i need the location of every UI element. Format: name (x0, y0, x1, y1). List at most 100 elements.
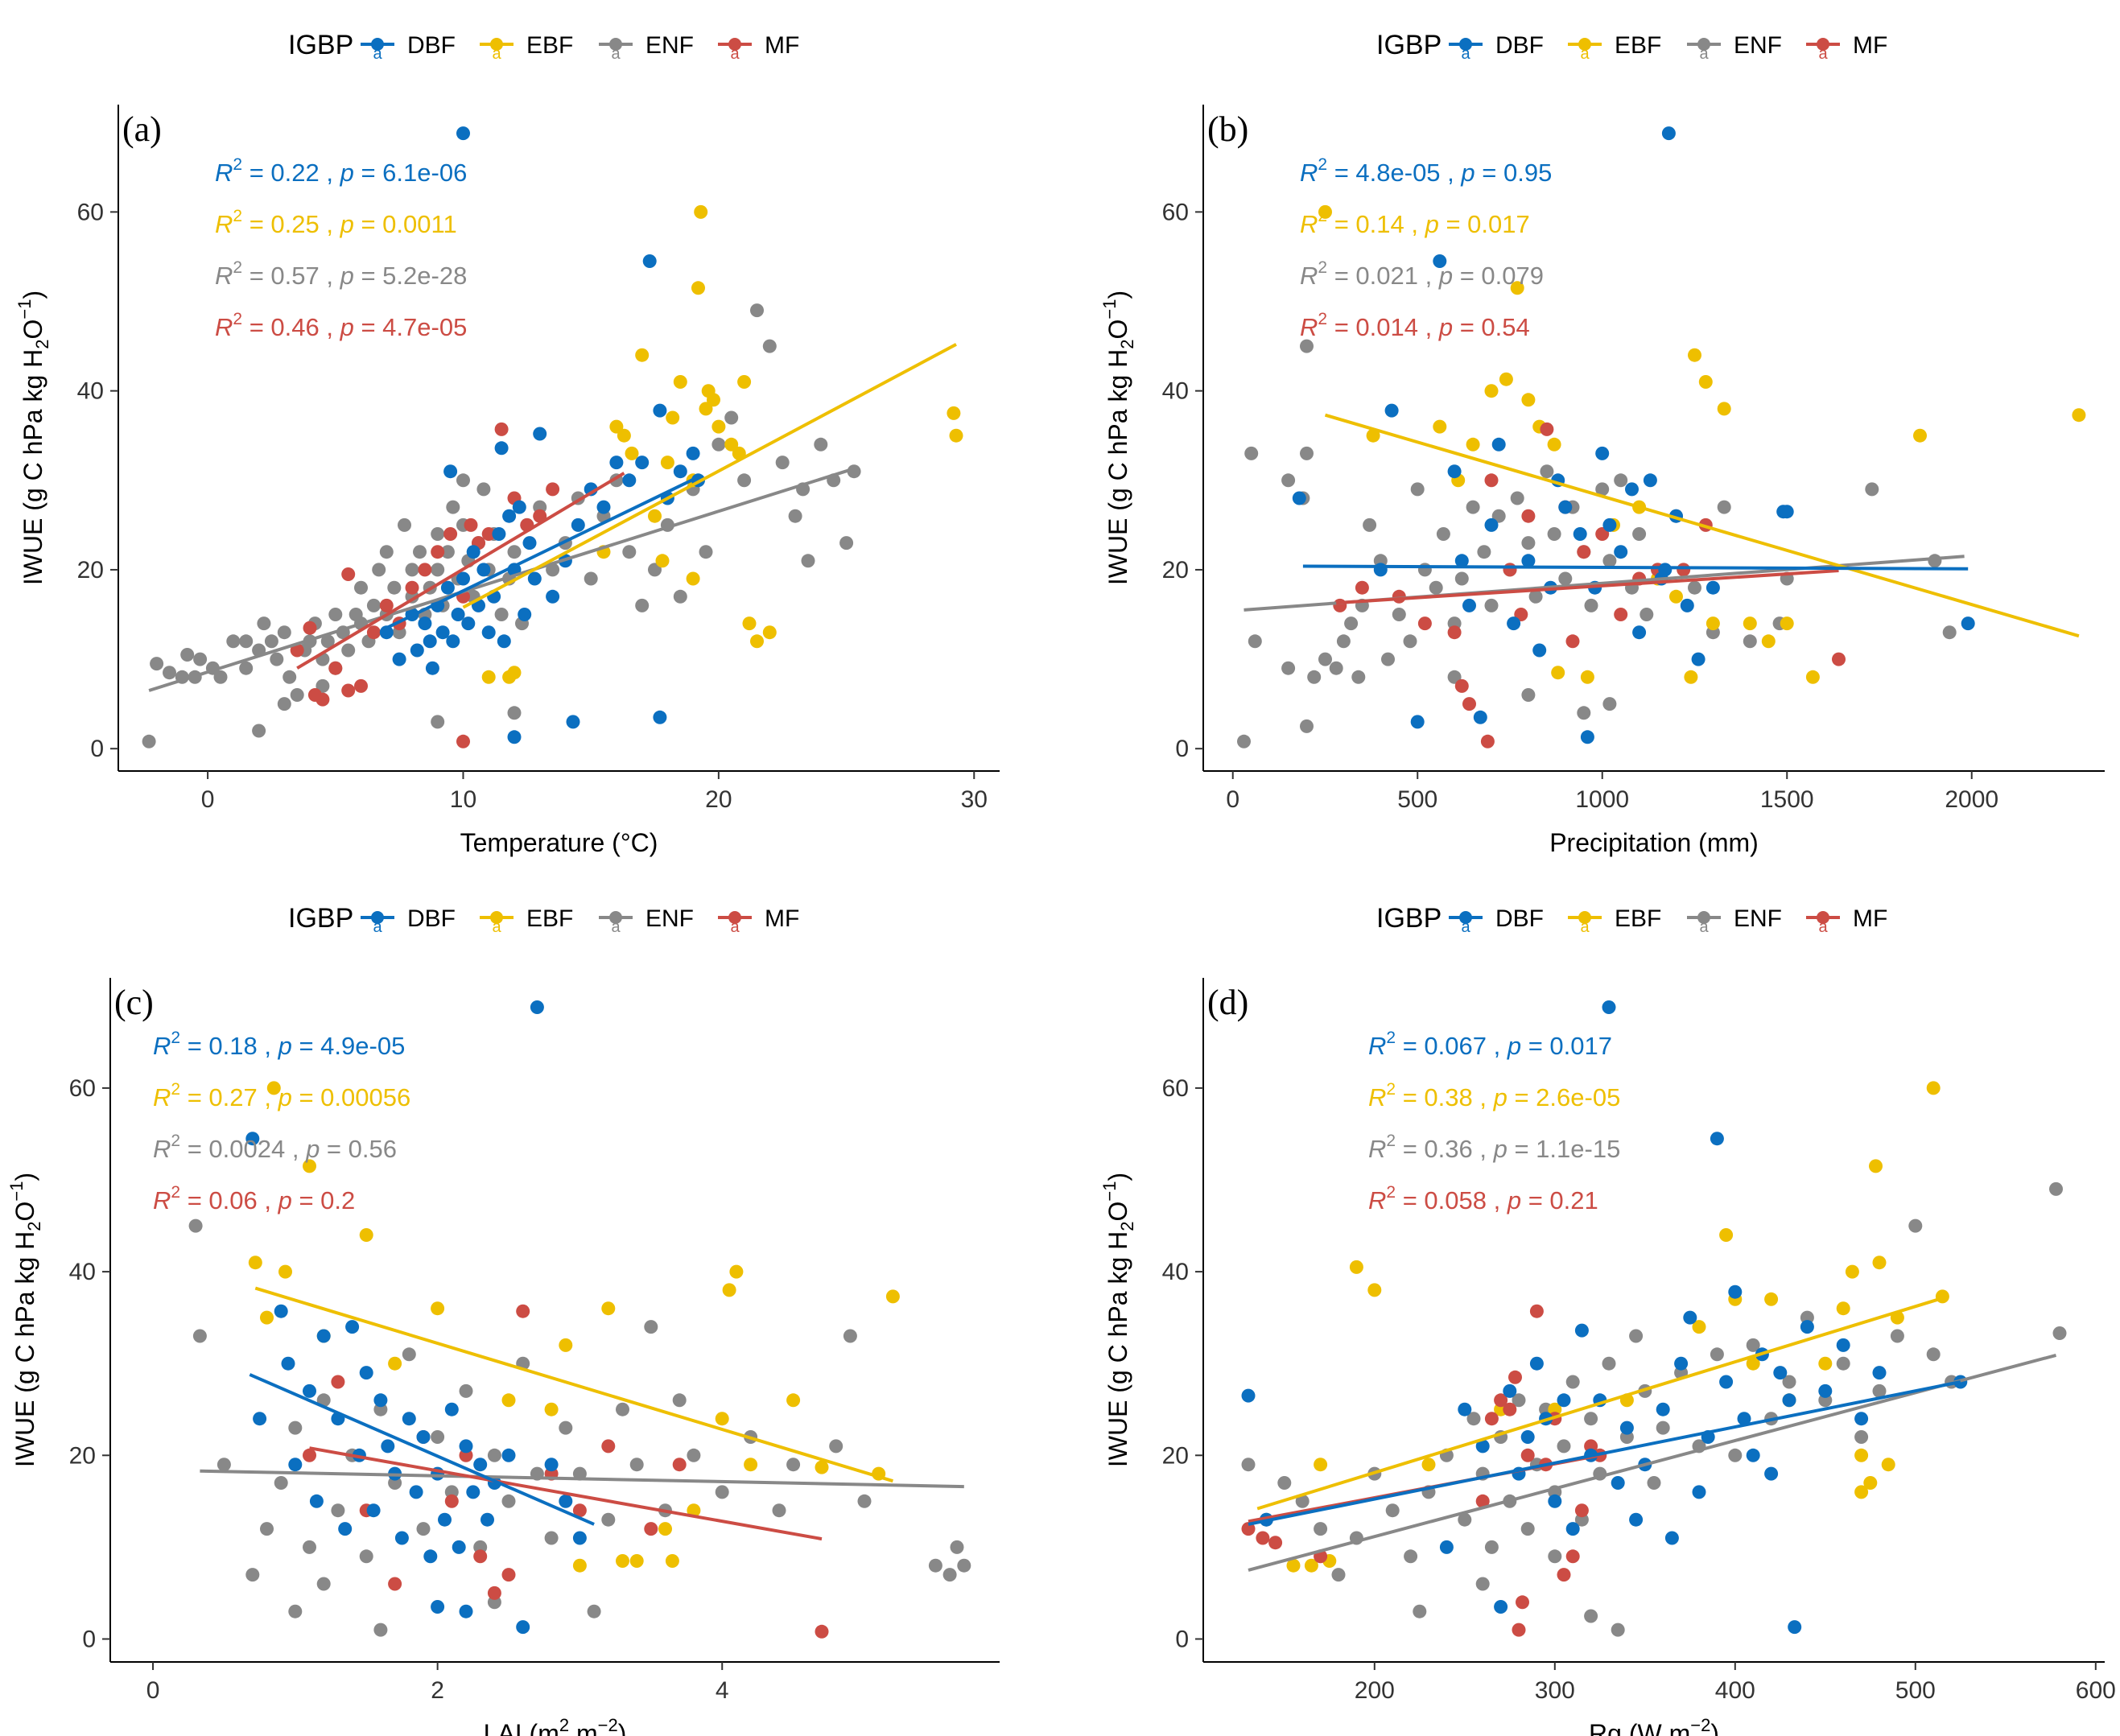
point-dbf (533, 427, 547, 441)
point-ebf (1349, 1260, 1363, 1274)
point-ebf (359, 1228, 373, 1242)
point-enf (288, 1421, 303, 1435)
point-dbf (1818, 1383, 1833, 1398)
point-dbf (686, 446, 700, 460)
point-dbf (1764, 1466, 1779, 1481)
point-dbf (425, 661, 439, 675)
point-enf (431, 1430, 445, 1444)
point-mf (1520, 1448, 1535, 1462)
point-enf (1520, 1522, 1535, 1536)
point-dbf (507, 730, 522, 744)
point-enf (416, 1522, 431, 1536)
point-enf (1611, 1623, 1625, 1637)
legend-glyph-ebf: a (1580, 45, 1590, 63)
point-ebf (1836, 1301, 1850, 1316)
legend-dot-enf (609, 911, 622, 924)
point-enf (1865, 482, 1879, 497)
x-axis-label: LAI (m2 m−2) (484, 1715, 627, 1736)
point-ebf (724, 437, 739, 452)
point-dbf (1705, 580, 1720, 595)
point-dbf (1548, 1494, 1562, 1508)
stat-enf: R2 = 0.0024 , p = 0.56 (153, 1132, 397, 1163)
point-ebf (707, 393, 720, 407)
fit-line-enf (200, 1469, 964, 1489)
point-enf (1521, 536, 1536, 550)
legend-glyph-dbf: a (373, 918, 382, 936)
point-mf (572, 1503, 587, 1518)
point-enf (260, 1522, 274, 1536)
legend-label-ebf: EBF (1615, 32, 1661, 59)
point-enf (546, 563, 560, 577)
legend-label-dbf: DBF (1495, 905, 1544, 932)
legend-key-dbf: a DBF (361, 905, 456, 936)
x-tick-label: 0 (1226, 786, 1239, 813)
legend-label-enf: ENF (1734, 905, 1782, 932)
y-axis-label: IWUE (g C hPa kg H2O−1) (14, 291, 52, 585)
point-mf (1417, 616, 1432, 631)
legend-label-ebf: EBF (526, 32, 573, 59)
point-ebf (1314, 1458, 1328, 1472)
point-dbf (1629, 1512, 1644, 1527)
legend-dot-dbf (1459, 911, 1472, 924)
point-ebf (1688, 348, 1701, 362)
point-mf (1241, 1522, 1256, 1536)
legend-key-dbf: a DBF (361, 32, 456, 63)
point-mf (1462, 697, 1476, 711)
point-enf (1454, 571, 1469, 586)
point-dbf (494, 441, 509, 456)
point-enf (431, 563, 445, 577)
point-enf (446, 500, 460, 514)
y-tick-label: 0 (90, 736, 104, 762)
point-ebf (629, 1554, 644, 1568)
point-enf (1344, 616, 1359, 631)
point-enf (501, 1494, 516, 1508)
point-ebf (1913, 428, 1927, 443)
point-mf (431, 545, 445, 559)
point-mf (1503, 563, 1517, 577)
y-tick-label: 60 (77, 199, 104, 225)
point-ebf (1743, 616, 1757, 631)
point-enf (379, 545, 394, 559)
point-mf (1557, 1568, 1571, 1582)
point-dbf (1719, 1375, 1734, 1389)
point-dbf (1292, 491, 1306, 505)
point-enf (373, 1623, 388, 1637)
fit-line-dbf (1248, 1380, 1961, 1526)
point-mf (303, 1448, 316, 1462)
point-dbf (456, 126, 470, 141)
point-ebf (1366, 428, 1380, 443)
x-tick-label: 30 (961, 786, 988, 813)
point-enf (1632, 527, 1647, 541)
point-enf (239, 661, 254, 675)
point-enf (672, 1393, 687, 1408)
y-tick-label: 0 (82, 1626, 96, 1652)
point-ebf (1719, 1228, 1734, 1242)
point-dbf (345, 1320, 360, 1334)
point-enf (226, 634, 241, 649)
legend-dot-ebf (490, 38, 503, 51)
point-dbf (1520, 1430, 1535, 1444)
point-enf (1475, 1577, 1490, 1591)
legend-label-dbf: DBF (407, 905, 456, 932)
point-dbf (673, 464, 687, 479)
point-enf (1300, 719, 1314, 733)
point-mf (601, 1439, 616, 1454)
point-enf (288, 1604, 303, 1618)
panel-label: (b) (1207, 109, 1248, 149)
x-tick-label: 300 (1535, 1677, 1575, 1704)
point-dbf (402, 1412, 416, 1426)
point-enf (1614, 473, 1628, 488)
y-tick-label: 20 (77, 557, 104, 583)
point-enf (1557, 1439, 1571, 1454)
point-mf (1516, 1595, 1529, 1610)
point-ebf (762, 625, 777, 640)
legend-b: IGBP a DBF a EBF a ENF a MF (1376, 30, 1887, 63)
point-mf (341, 683, 356, 698)
legend-glyph-enf: a (1699, 918, 1709, 936)
legend-key-mf: a MF (1806, 905, 1887, 936)
point-enf (193, 652, 208, 666)
point-mf (290, 643, 304, 658)
point-dbf (316, 1329, 331, 1343)
x-tick-label: 2 (431, 1677, 444, 1704)
y-tick-label: 60 (69, 1075, 96, 1102)
